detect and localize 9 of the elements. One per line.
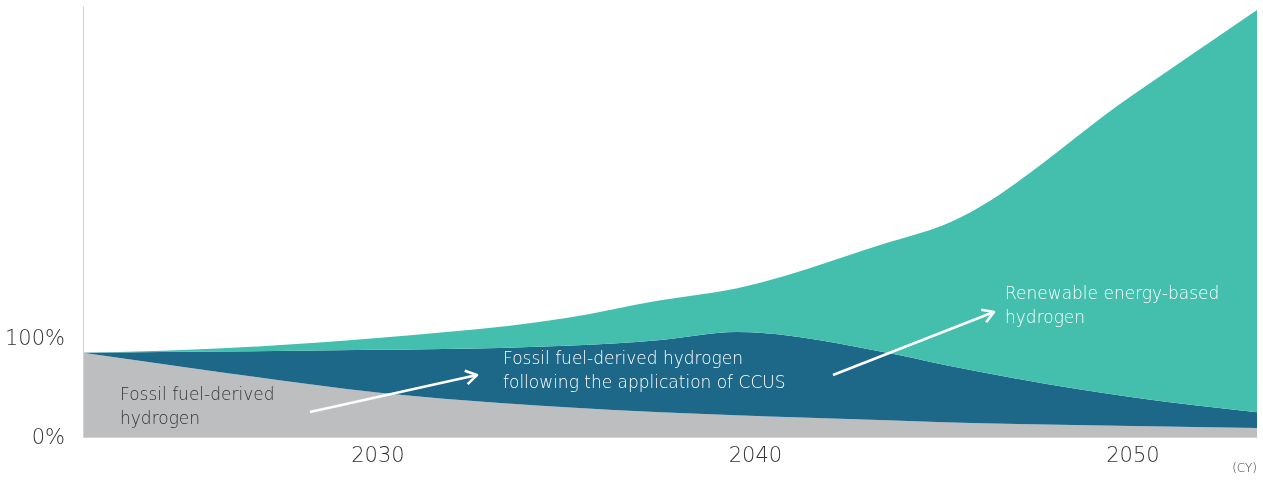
series-label: Renewable energy-based hydrogen <box>1005 283 1220 327</box>
y-tick-label: 100% <box>4 326 65 351</box>
series-label: Fossil fuel-derived hydrogen following the application of CCUS <box>503 348 786 392</box>
x-tick-label: 2030 <box>351 442 405 467</box>
x-tick-label: 2040 <box>728 442 783 467</box>
series-label: Fossil fuel-derived hydrogen <box>120 384 275 428</box>
y-tick-label: 0% <box>31 425 65 450</box>
x-tick-label: 2050 <box>1106 442 1160 467</box>
x-axis-title: (CY) <box>1232 461 1257 475</box>
